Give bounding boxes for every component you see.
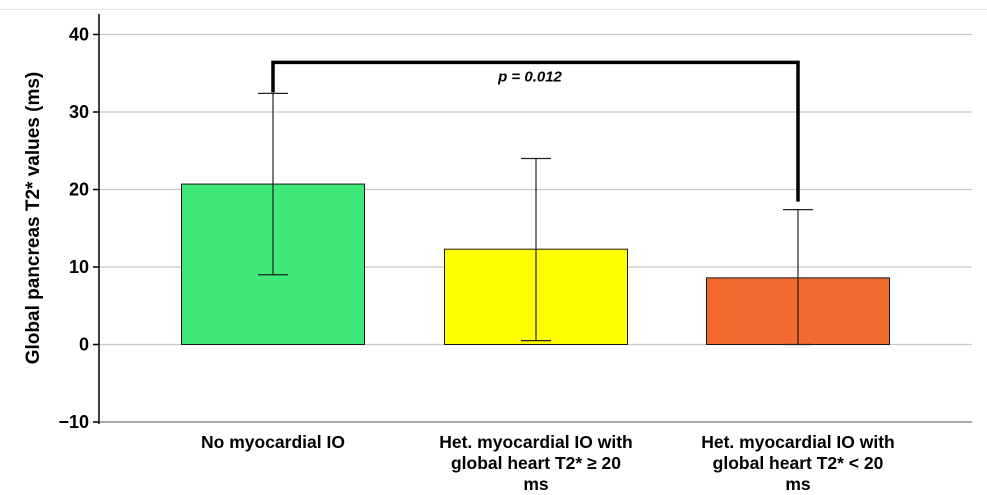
x-category-label-line: Het. myocardial IO with bbox=[439, 432, 633, 452]
error-bars bbox=[258, 92, 813, 346]
x-category-label-line: global heart T2* < 20 bbox=[713, 453, 884, 473]
x-category-labels: No myocardial IO Het. myocardial IO with g… bbox=[201, 432, 895, 494]
axes bbox=[98, 14, 972, 424]
x-category-label-line: Het. myocardial IO with bbox=[701, 432, 895, 452]
x-category-label-line: ms bbox=[785, 474, 811, 494]
top-border bbox=[0, 9, 987, 10]
x-category-label-line: global heart T2* ≥ 20 bbox=[451, 453, 621, 473]
y-tick-label: 30 bbox=[69, 102, 89, 122]
significance-annotation: p = 0.012 bbox=[271, 60, 800, 202]
x-category-label: Het. myocardial IO with global heart T2* … bbox=[439, 432, 633, 494]
y-axis-title: Global pancreas T2* values (ms) bbox=[23, 72, 44, 365]
x-category-label: Het. myocardial IO with global heart T2* … bbox=[701, 432, 895, 494]
significance-bracket bbox=[271, 60, 800, 202]
x-category-label-line: No myocardial IO bbox=[201, 432, 345, 452]
x-category-label-line: ms bbox=[523, 474, 549, 494]
y-tick-label: 10 bbox=[69, 257, 89, 277]
x-category-label: No myocardial IO bbox=[201, 432, 345, 452]
p-value-label: p = 0.012 bbox=[497, 68, 562, 85]
y-tick-label: 0 bbox=[79, 335, 89, 355]
y-tick-label: −10 bbox=[58, 412, 89, 432]
y-tick-label: 20 bbox=[69, 180, 89, 200]
y-tick-label: 40 bbox=[69, 25, 89, 45]
y-tick-labels: −10 0 10 20 30 40 bbox=[58, 25, 89, 433]
